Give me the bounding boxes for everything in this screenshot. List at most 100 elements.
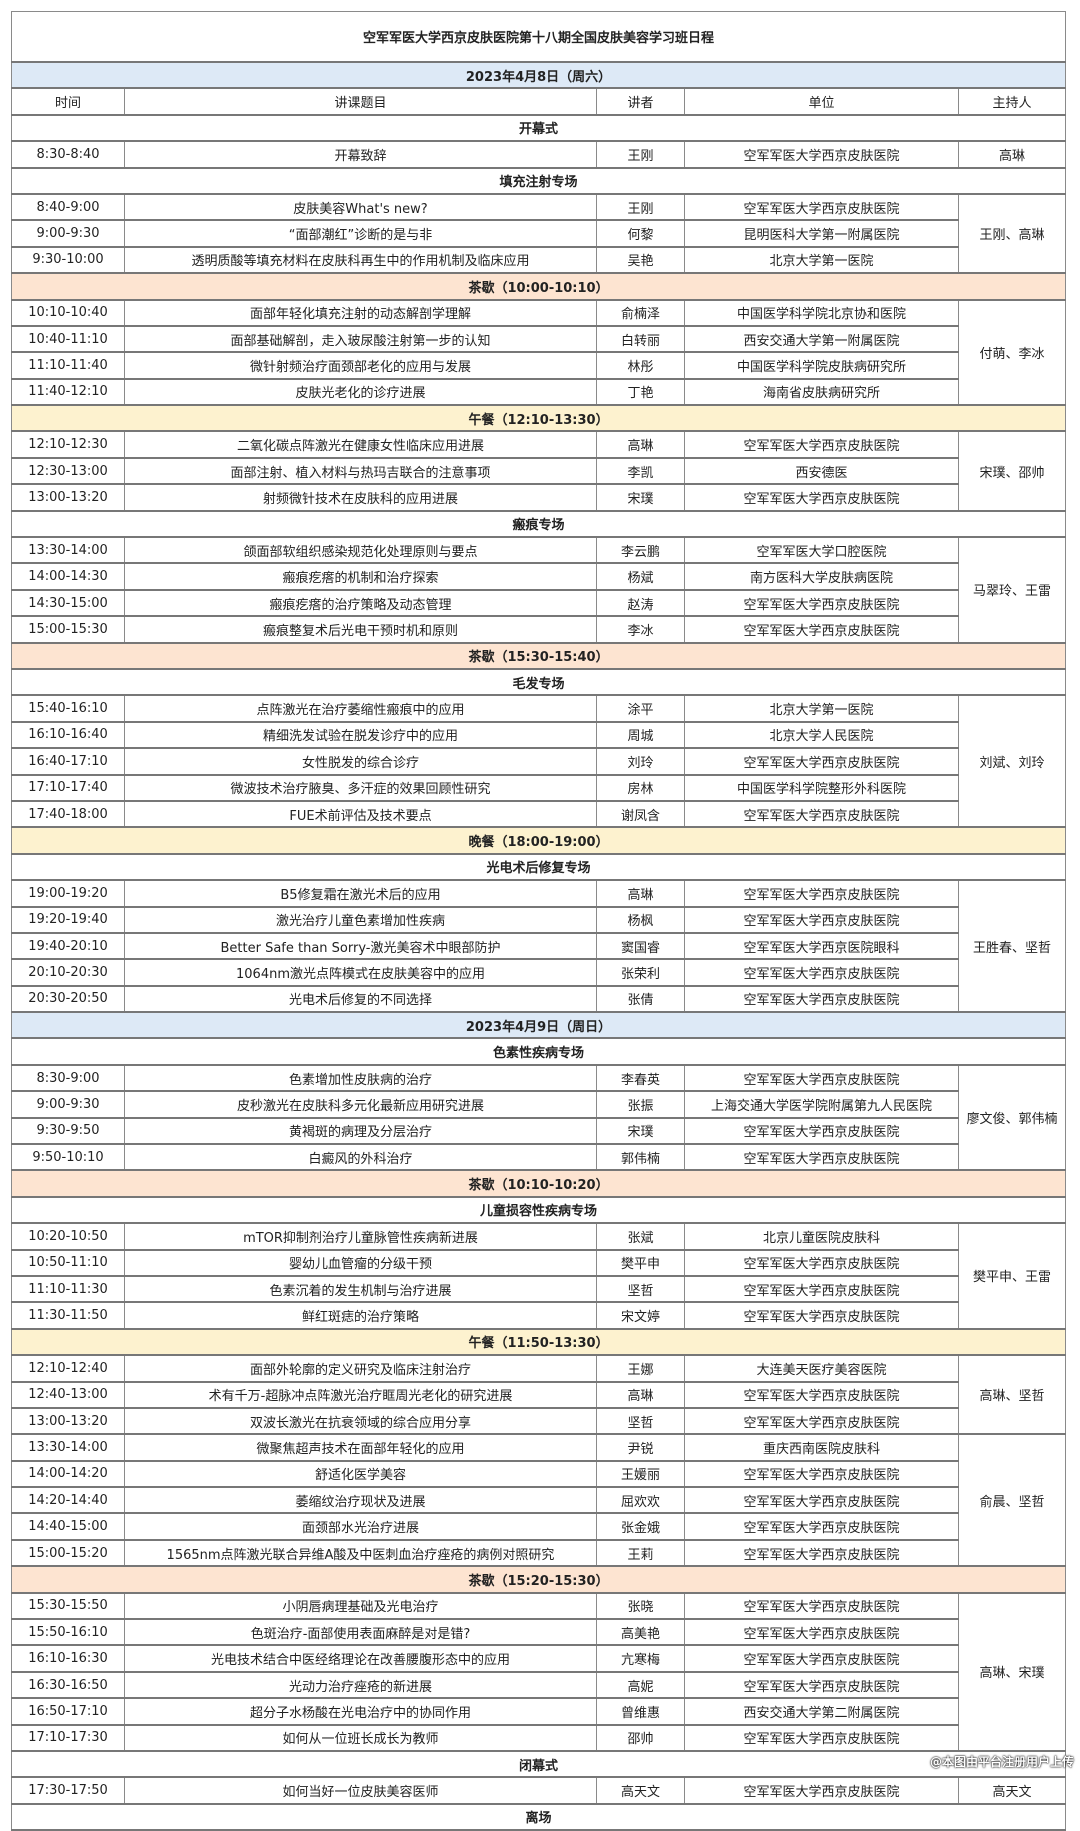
talk-row: 10:10-10:40 面部年轻化填充注射的动态解剖学理解 俞楠泽 中国医学科学院北京…	[11, 299, 1067, 406]
section-label: 光电术后修复专场	[10, 853, 1067, 881]
talk-time: 9:30-10:00	[11, 246, 125, 274]
header-time: 时间	[11, 87, 125, 116]
talk-unit: 空军军医大学西京皮肤医院	[684, 430, 959, 459]
talk-unit: 西安德医	[684, 457, 959, 485]
talk-row: 14:00-14:30 瘢痕疙瘩的机制和治疗探索 杨斌 南方医科大学皮肤病医院	[11, 562, 1066, 591]
talk-unit: 中国医学科学院皮肤病研究所	[684, 351, 959, 380]
talk-topic: 开幕致辞	[124, 140, 597, 169]
header-topic: 讲课题目	[124, 87, 597, 116]
talk-time: 8:40-9:00	[11, 193, 125, 221]
section-row: 色素性疾病专场	[10, 1037, 1067, 1066]
talk-unit: 空军军医大学西京皮肤医院	[684, 1249, 959, 1277]
talk-time: 12:40-13:00	[11, 1381, 125, 1409]
talk-unit: 空军军医大学西京皮肤医院	[684, 1381, 959, 1409]
talk-topic: 1565nm点阵激光联合异维A酸及中医刺血治疗痤疮的病例对照研究	[124, 1539, 597, 1567]
talk-unit: 空军军医大学西京皮肤医院	[684, 1486, 959, 1514]
talk-speaker: 刘玲	[596, 747, 685, 776]
talk-row: 13:30-14:00 颌面部软组织感染规范化处理原则与要点 李云鹏 空军军医大学口腔…	[11, 536, 1067, 644]
talk-topic: 激光治疗儿童色素增加性疾病	[124, 905, 597, 934]
talk-row: 10:40-11:10 面部基础解剖，走入玻尿酸注射第一步的认知 白转丽 西安交通大学…	[11, 325, 1066, 353]
talk-unit: 空军军医大学西京皮肤医院	[684, 589, 959, 617]
talk-topic: 射频微针技术在皮肤科的应用进展	[124, 483, 597, 512]
talk-speaker: 宋文婷	[596, 1301, 685, 1330]
talk-row: 12:30-13:00 面部注射、植入材料与热玛吉联合的注意事项 李凯 西安德医	[11, 457, 1066, 485]
session-host: 付萌、李冰	[957, 299, 1067, 406]
talk-unit: 空军军医大学西京皮肤医院	[684, 800, 959, 828]
talk-speaker: 李云鹏	[596, 536, 685, 564]
talk-speaker: 赵涛	[596, 589, 685, 617]
talk-topic: 二氧化碳点阵激光在健康女性临床应用进展	[124, 430, 597, 459]
talk-unit: 空军军医大学西京皮肤医院	[684, 1407, 959, 1435]
talk-topic: 女性脱发的综合诊疗	[124, 747, 597, 776]
talk-unit: 大连美天医疗美容医院	[684, 1354, 959, 1383]
talk-speaker: 窦国睿	[596, 932, 685, 960]
section-label: 瘢痕专场	[10, 510, 1067, 538]
talk-unit: 空军军医大学西京皮肤医院	[684, 1671, 959, 1699]
talk-speaker: 何黎	[596, 219, 685, 248]
talk-speaker: 郭伟楠	[596, 1143, 685, 1171]
talk-time: 12:30-13:00	[11, 457, 125, 485]
header-speaker: 讲者	[596, 87, 685, 116]
talk-speaker: 宋璞	[596, 483, 685, 512]
talk-speaker: 邵帅	[596, 1724, 685, 1752]
talk-unit: 空军军医大学西京皮肤医院	[684, 1301, 959, 1330]
break-label: 茶歇（15:20-15:30）	[10, 1565, 1067, 1594]
talk-unit: 空军军医大学西京皮肤医院	[684, 1064, 959, 1092]
talk-topic: 精细洗发试验在脱发诊疗中的应用	[124, 721, 597, 749]
section-label: 开幕式	[10, 114, 1067, 142]
talk-topic: 如何当好一位皮肤美容医师	[124, 1776, 597, 1805]
talk-unit: 上海交通大学医学院附属第九人民医院	[684, 1090, 959, 1119]
talk-unit: 西安交通大学第二附属医院	[684, 1697, 959, 1726]
talk-time: 14:30-15:00	[11, 589, 125, 617]
talk-speaker: 李凯	[596, 457, 685, 485]
talk-speaker: 高琳	[596, 1381, 685, 1409]
talk-topic: mTOR抑制剂治疗儿童脉管性疾病新进展	[124, 1222, 597, 1251]
talk-time: 10:10-10:40	[11, 299, 125, 327]
talk-row: 19:40-20:10 Better Safe than Sorry-激光美容术中…	[11, 932, 1066, 960]
talk-time: 13:00-13:20	[11, 1407, 125, 1435]
talk-time: 15:40-16:10	[11, 694, 125, 723]
talk-time: 13:30-14:00	[11, 536, 125, 564]
talk-topic: 色素沉着的发生机制与治疗进展	[124, 1275, 597, 1303]
talk-topic: 面部外轮廓的定义研究及临床注射治疗	[124, 1354, 597, 1383]
talk-speaker: 王刚	[596, 193, 685, 221]
talk-row: 14:20-14:40 萎缩纹治疗现状及进展 屈欢欢 空军军医大学西京皮肤医院	[11, 1486, 1066, 1514]
talk-row: 12:10-12:40 面部外轮廓的定义研究及临床注射治疗 王娜 大连美天医疗美容医院…	[11, 1354, 1067, 1435]
meal-label: 晚餐（18:00-19:00）	[10, 826, 1067, 855]
talk-speaker: 宋璞	[596, 1117, 685, 1145]
talk-unit: 北京大学第一医院	[684, 694, 959, 723]
talk-topic: 皮肤美容What's new?	[124, 193, 597, 221]
talk-row: 15:50-16:10 色斑治疗-面部使用表面麻醉是对是错? 高美艳 空军军医大学西京…	[11, 1618, 1066, 1646]
talk-topic: 微波技术治疗腋臭、多汗症的效果回顾性研究	[124, 774, 597, 802]
break-row: 茶歇（15:30-15:40）	[10, 642, 1067, 670]
talk-topic: 皮肤光老化的诊疗进展	[124, 378, 597, 406]
talk-speaker: 杨斌	[596, 562, 685, 591]
talk-time: 16:50-17:10	[11, 1697, 125, 1726]
talk-row: 16:50-17:10 超分子水杨酸在光电治疗中的协同作用 曾维惠 西安交通大学第二附…	[11, 1697, 1066, 1726]
talk-speaker: 张倩	[596, 985, 685, 1013]
talk-topic: 面部年轻化填充注射的动态解剖学理解	[124, 299, 597, 327]
talk-topic: 黄褐斑的病理及分层治疗	[124, 1117, 597, 1145]
talk-time: 14:00-14:30	[11, 562, 125, 591]
talk-time: 14:40-15:00	[11, 1512, 125, 1541]
talk-row: 19:00-19:20 B5修复霜在激光术后的应用 高琳 空军军医大学西京皮肤医院 王胜…	[11, 879, 1067, 1013]
talk-topic: 皮秒激光在皮肤科多元化最新应用研究进展	[124, 1090, 597, 1119]
talk-unit: 空军军医大学西京皮肤医院	[684, 1275, 959, 1303]
date-label: 2023年4月9日（周日）	[10, 1011, 1067, 1039]
talk-unit: 空军军医大学口腔医院	[684, 536, 959, 564]
talk-unit: 空军军医大学西京皮肤医院	[684, 615, 959, 644]
talk-speaker: 杨枫	[596, 905, 685, 934]
talk-topic: 颌面部软组织感染规范化处理原则与要点	[124, 536, 597, 564]
talk-time: 19:00-19:20	[11, 879, 125, 908]
talk-unit: 空军军医大学西京皮肤医院	[684, 1143, 959, 1171]
talk-unit: 北京儿童医院皮肤科	[684, 1222, 959, 1251]
talk-time: 19:20-19:40	[11, 905, 125, 934]
talk-time: 9:00-9:30	[11, 1090, 125, 1119]
talk-speaker: 屈欢欢	[596, 1486, 685, 1514]
talk-unit: 昆明医科大学第一附属医院	[684, 219, 959, 248]
break-row: 茶歇（10:00-10:10）	[10, 272, 1067, 301]
talk-time: 11:10-11:30	[11, 1275, 125, 1303]
session-host: 樊平申、王雷	[957, 1222, 1067, 1330]
session-host: 马翠玲、王雷	[957, 536, 1067, 644]
talk-topic: 瘢痕疙瘩的机制和治疗探索	[124, 562, 597, 591]
